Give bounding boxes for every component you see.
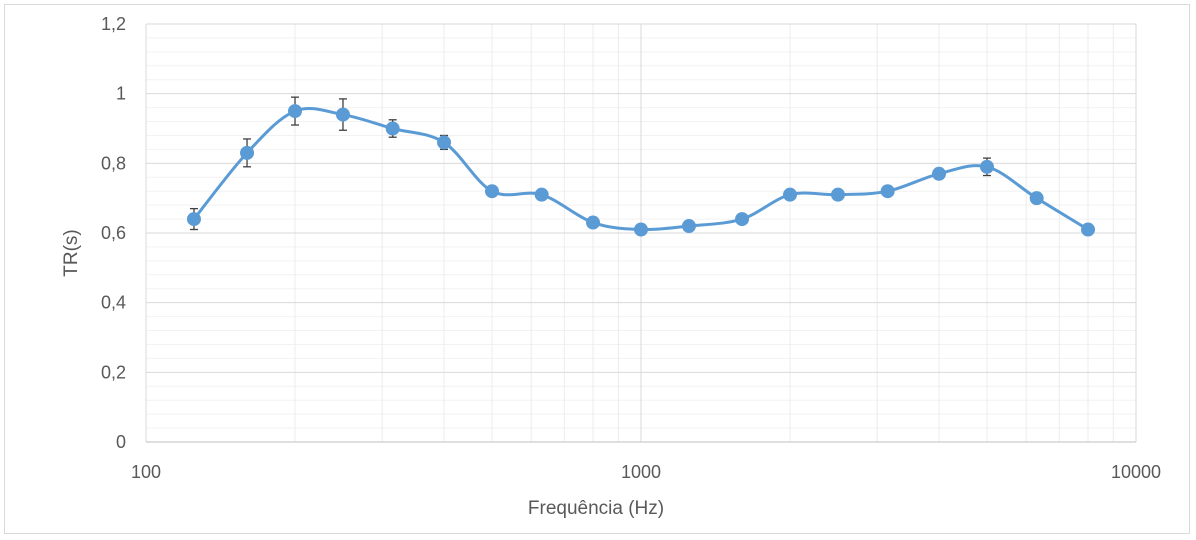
data-point <box>484 184 499 199</box>
data-point <box>880 184 895 199</box>
data-point <box>288 104 303 119</box>
chart-frame: 0 0,2 0,4 0,6 0,8 1 1,2 100 1000 10000 Frequênci… <box>4 4 1190 534</box>
y-tick-label: 0,6 <box>101 223 126 243</box>
y-tick-label: 0,4 <box>101 293 126 313</box>
x-tick-label: 1000 <box>621 462 661 482</box>
data-point <box>634 222 648 237</box>
data-point <box>240 145 255 160</box>
data-point <box>586 215 601 230</box>
data-point <box>186 212 201 227</box>
data-point <box>385 121 400 136</box>
data-point <box>1029 191 1044 206</box>
x-tick-labels: 100 1000 10000 <box>131 462 1161 482</box>
y-tick-label: 1 <box>116 84 126 104</box>
y-tick-label: 1,2 <box>101 14 126 34</box>
x-axis-title: Frequência (Hz) <box>528 498 664 519</box>
data-markers <box>186 104 1096 237</box>
data-point <box>335 107 350 122</box>
x-tick-label: 10000 <box>1111 462 1161 482</box>
data-point <box>932 166 947 181</box>
data-point <box>437 135 452 150</box>
line-chart: 0 0,2 0,4 0,6 0,8 1 1,2 100 1000 10000 Frequênci… <box>61 14 1161 519</box>
y-tick-labels: 0 0,2 0,4 0,6 0,8 1 1,2 <box>101 14 126 452</box>
major-gridlines <box>145 23 1137 442</box>
y-tick-label: 0,2 <box>101 362 126 382</box>
data-point <box>534 187 549 202</box>
y-tick-label: 0,8 <box>101 153 126 173</box>
data-point <box>830 187 845 202</box>
data-point <box>783 187 798 202</box>
y-axis-title: TR(s) <box>61 229 82 276</box>
data-point <box>1081 222 1096 237</box>
x-tick-label: 100 <box>131 462 161 482</box>
data-point <box>681 219 696 234</box>
y-tick-label: 0 <box>116 432 126 452</box>
data-point <box>979 159 994 174</box>
data-point <box>735 212 750 227</box>
